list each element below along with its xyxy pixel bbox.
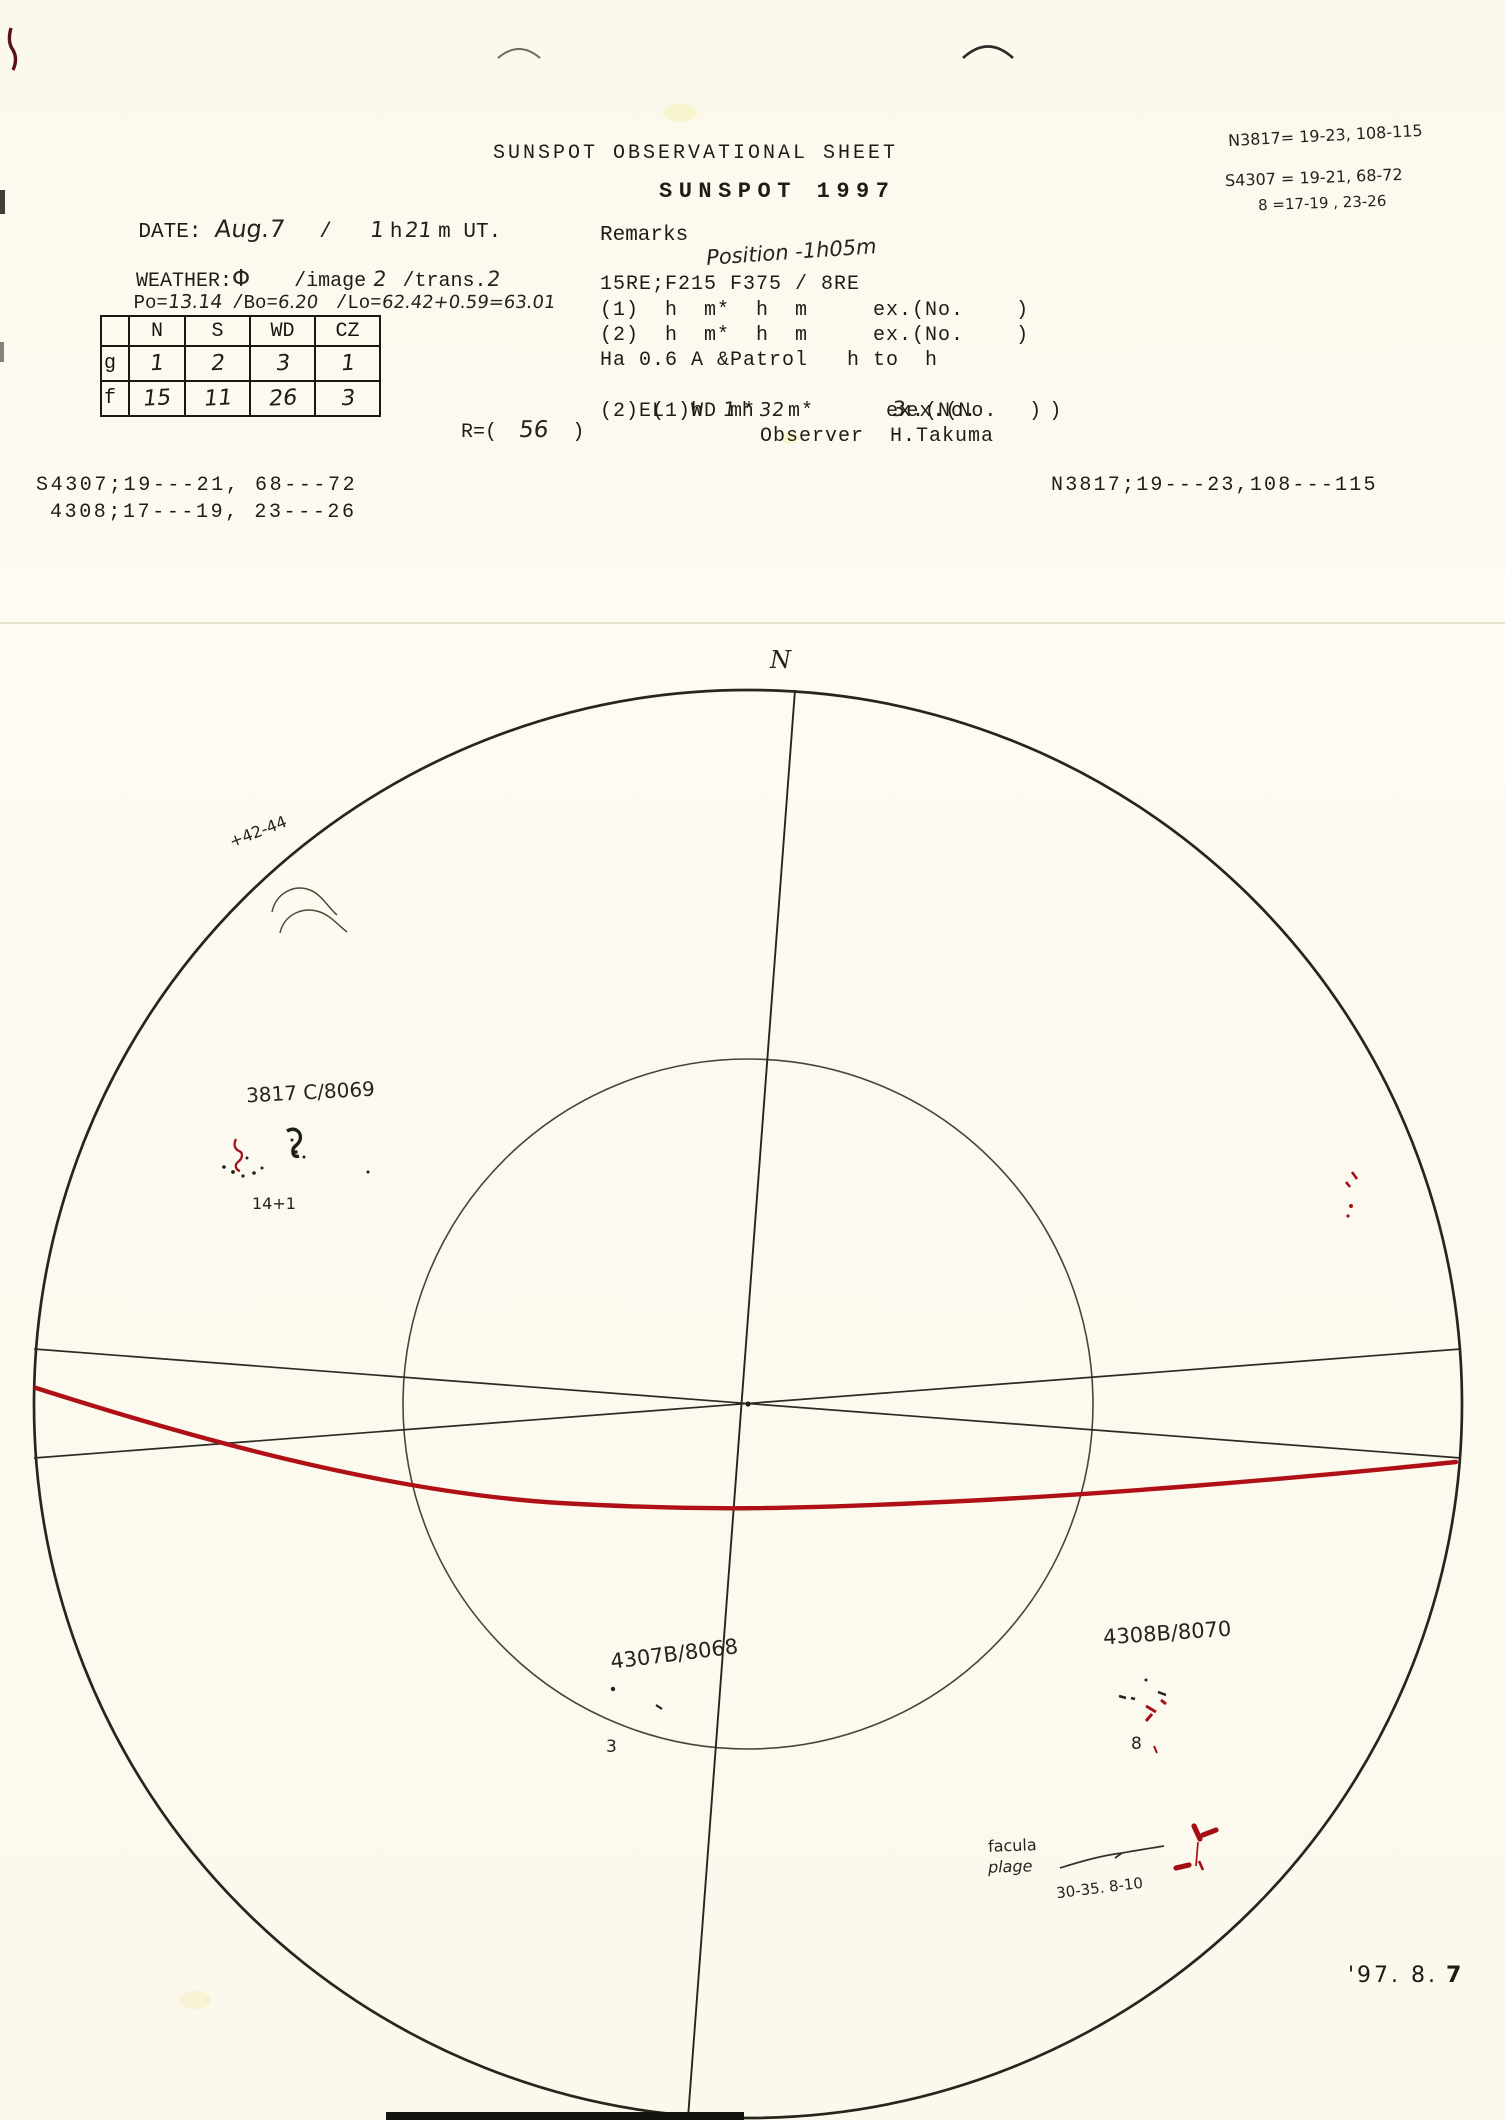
bo-label: /Bo= <box>232 291 278 314</box>
cell-g-s: 2 <box>184 345 251 382</box>
center-mark <box>745 1401 751 1407</box>
wd-minute-unit: m* <box>787 400 814 423</box>
date-hour-unit: h <box>389 221 403 245</box>
r-value: 56 <box>517 417 550 443</box>
remarks-line-3: (2) h m* h m ex.(No. ) <box>600 324 1030 347</box>
r-suffix: ) <box>572 421 585 444</box>
facula-label-line1: facula <box>987 1835 1037 1856</box>
cell-f-cz: 3 <box>314 380 381 417</box>
punch-hole-right <box>962 45 1014 59</box>
wd-prefix: (1)WD <box>652 400 718 423</box>
group-summary-left-1: S4307;19---21, 68---72 <box>36 474 358 497</box>
po-label: Po= <box>133 291 168 314</box>
bottom-edge-mark <box>386 2112 744 2120</box>
lo-value: 62.42+0.59=63.01 <box>380 291 557 313</box>
sun-disk-circle <box>32 688 1464 2120</box>
group-3817-spot-dots <box>222 1138 370 1178</box>
wd-hour-unit: h <box>741 400 755 423</box>
table-corner-cell <box>100 315 130 347</box>
group-3817-hook-spot <box>286 1127 303 1159</box>
value-f-n: 15 <box>141 385 173 412</box>
date-separator: / <box>319 221 332 245</box>
group-4308-spots <box>1118 1678 1167 1701</box>
col-header-cz: CZ <box>314 315 381 347</box>
group-4307-spots <box>610 1686 663 1710</box>
col-header-n: N <box>128 315 186 347</box>
r-prefix: R=( <box>461 421 498 444</box>
group-summary-left-2: 4308;17---19, 23---26 <box>50 501 357 524</box>
paper-stain-top <box>663 104 697 122</box>
cell-g-n: 1 <box>128 345 186 382</box>
row-label-g: g <box>100 345 130 382</box>
cell-g-cz: 1 <box>314 345 381 382</box>
value-g-wd: 3 <box>273 350 292 377</box>
date-stamp-prefix: '97. 8. <box>1347 1963 1439 1988</box>
edge-artifact-low <box>0 342 4 362</box>
bo-value: 6.20 <box>276 291 320 313</box>
group-4307-count: 3 <box>606 1737 617 1757</box>
north-label: N <box>770 646 791 674</box>
punch-hole-left <box>497 48 541 59</box>
date-minute: 21 <box>404 218 434 243</box>
remarks-line-1: 15RE;F215 F375 / 8RE <box>600 273 861 296</box>
cell-f-s: 11 <box>184 380 251 417</box>
facula-arrow <box>1059 1845 1165 1869</box>
date-line: DATE: Aug.7 / 1 h21 m UT. <box>88 193 501 267</box>
value-f-s: 11 <box>201 385 234 412</box>
value-g-s: 2 <box>208 350 227 377</box>
weather-symbol: Φ <box>232 266 251 292</box>
facula-label-line2: plage <box>987 1856 1033 1877</box>
remarks-line-4: Ha 0.6 A &Patrol h to h <box>600 349 939 372</box>
row-label-f: f <box>100 380 130 417</box>
observer-line: Observer H.Takuma <box>760 425 995 448</box>
group-3817-red-sketch <box>233 1138 244 1173</box>
cell-f-wd: 26 <box>249 380 316 417</box>
wd-ex-label: ex.(No. ) <box>906 400 1063 423</box>
paper-stain-mid <box>781 432 799 444</box>
col-header-wd: WD <box>249 315 316 347</box>
weather-label: WEATHER: <box>136 270 233 293</box>
limb-facula-sketch <box>271 887 348 934</box>
col-header-s: S <box>184 315 251 347</box>
weather-line: WEATHER:Φ/image 2/trans.2 <box>88 245 501 315</box>
date-minute-unit: m UT. <box>438 221 502 245</box>
remarks-line-2: (1) h m* h m ex.(No. ) <box>600 299 1030 322</box>
value-g-cz: 1 <box>338 350 357 377</box>
cell-f-n: 15 <box>128 380 186 417</box>
date-stamp: '97. 8. 7 <box>1308 1938 1464 2013</box>
ephemeris-line: Po=13.14/Bo=6.20/Lo=62.42+0.59=63.01 <box>88 271 557 335</box>
group-4308-count: 8 <box>1131 1734 1142 1754</box>
value-f-cz: 3 <box>338 385 357 412</box>
po-value: 13.14 <box>166 290 224 313</box>
date-month-day: Aug.7 <box>213 215 287 244</box>
inner-reference-circle <box>402 1058 1094 1750</box>
value-g-n: 1 <box>148 350 166 377</box>
date-stamp-day: 7 <box>1446 1963 1465 1988</box>
relative-number: R=( 56) <box>413 396 584 466</box>
remarks-line-6: (2)EL h m* ex.(No. ) <box>600 400 1043 423</box>
group-summary-right: N3817;19---23,108---115 <box>1051 474 1378 497</box>
series-title: SUNSPOT 1997 <box>659 179 896 204</box>
lo-label: /Lo= <box>335 291 382 314</box>
value-f-wd: 26 <box>266 385 299 412</box>
solar-equator-line <box>33 1385 1459 1511</box>
cell-g-wd: 3 <box>249 345 316 382</box>
paper-stain-bottom <box>179 1991 211 2009</box>
date-label: DATE: <box>138 221 202 245</box>
trans-label: /trans. <box>402 270 487 293</box>
remarks-line-5: (1)WD 1 h 32m* 3ex.(No. ) <box>600 376 1062 445</box>
facula-plage-red-sketch <box>1173 1823 1219 1871</box>
sunspot-counts-table: N S WD CZ g 1 2 3 1 f 15 11 26 3 <box>100 315 381 417</box>
edge-artifact-mid <box>0 190 5 214</box>
limb-red-spots <box>1344 1171 1359 1218</box>
group-3817-count: 14+1 <box>252 1194 296 1213</box>
sheet-title: SUNSPOT OBSERVATIONAL SHEET <box>493 142 899 165</box>
group-4308-red-sketch <box>1144 1698 1167 1754</box>
remarks-label: Remarks <box>600 224 689 247</box>
date-hour: 1 <box>368 218 386 244</box>
edge-artifact-top <box>7 27 18 71</box>
image-label: /image <box>294 270 367 293</box>
